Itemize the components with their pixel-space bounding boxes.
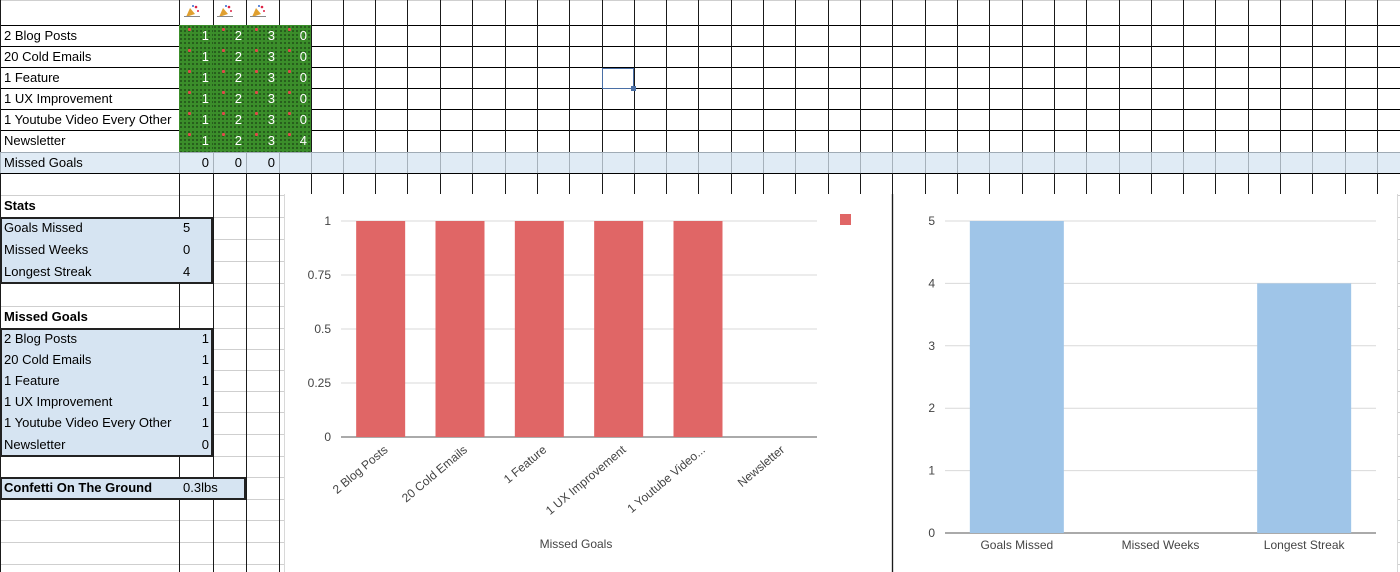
week-cell[interactable]: 2: [213, 25, 246, 46]
missed-goals-row-value[interactable]: 0: [201, 155, 209, 170]
stats-title: Stats: [4, 198, 36, 213]
y-tick-label: 0.25: [308, 376, 332, 390]
missed-goals-label[interactable]: 1 Feature: [0, 370, 179, 391]
stats-label[interactable]: Missed Weeks: [0, 239, 179, 261]
party-popper-icon: [184, 5, 200, 17]
bar[interactable]: [594, 221, 644, 437]
x-tick-label: Longest Streak: [1264, 538, 1346, 552]
goal-label[interactable]: Newsletter: [4, 133, 66, 148]
missed-goals-label[interactable]: 1 UX Improvement: [0, 391, 179, 412]
missed-goals-label[interactable]: Newsletter: [0, 434, 179, 456]
missed-goals-chart-svg: 0 0.25 0.5 0.75 1 2 Blog Posts 20 Cold Emails 1…: [308, 214, 851, 551]
y-tick-label: 0: [928, 526, 935, 540]
x-tick-label: Goals Missed: [980, 538, 1053, 552]
week-cell[interactable]: 0: [279, 46, 311, 67]
week-cell[interactable]: 1: [179, 46, 213, 67]
week-cell[interactable]: 3: [246, 130, 279, 152]
x-tick-label: Missed Weeks: [1122, 538, 1200, 552]
goal-label[interactable]: 1 UX Improvement: [4, 91, 113, 106]
missed-goals-label[interactable]: 2 Blog Posts: [0, 328, 179, 349]
missed-goals-value[interactable]: 0: [179, 434, 213, 456]
fill-handle[interactable]: [631, 86, 636, 91]
x-tick-label: 1 UX Improvement: [543, 442, 629, 517]
missed-goals-row-value[interactable]: 0: [267, 155, 275, 170]
week-cell[interactable]: 4: [279, 130, 311, 152]
stats-chart-svg: 0 1 2 3 4 5 Goals Missed Missed Weeks Longest St…: [928, 214, 1376, 552]
bar[interactable]: [969, 221, 1064, 533]
week-cell[interactable]: 3: [246, 25, 279, 46]
y-tick-label: 0: [324, 430, 331, 444]
missed-goals-row-label[interactable]: Missed Goals: [4, 155, 83, 170]
x-tick-label: 2 Blog Posts: [330, 443, 391, 497]
y-tick-label: 5: [928, 214, 935, 228]
week-cell[interactable]: 1: [179, 109, 213, 130]
stats-label[interactable]: Longest Streak: [0, 261, 179, 283]
week-cell[interactable]: 2: [213, 46, 246, 67]
missed-goals-value[interactable]: 1: [179, 412, 213, 434]
bar[interactable]: [1257, 283, 1352, 533]
missed-goals-label[interactable]: 20 Cold Emails: [0, 349, 179, 370]
party-popper-icon: [250, 5, 266, 17]
goal-label[interactable]: 20 Cold Emails: [4, 49, 92, 64]
week-cell[interactable]: 3: [246, 88, 279, 109]
y-tick-label: 0.75: [308, 268, 332, 282]
week-cell[interactable]: 2: [213, 109, 246, 130]
legend-swatch: [840, 214, 851, 225]
week-cell[interactable]: 3: [246, 109, 279, 130]
bar[interactable]: [356, 221, 406, 437]
missed-goals-label[interactable]: 1 Youtube Video Every Other: [0, 412, 179, 434]
week-cell[interactable]: 1: [179, 67, 213, 88]
bar[interactable]: [673, 221, 723, 437]
week-cell[interactable]: 3: [246, 67, 279, 88]
x-axis-title: Missed Goals: [540, 537, 613, 551]
party-popper-icon: [217, 5, 233, 17]
goal-label[interactable]: 1 Feature: [4, 70, 60, 85]
week-cell[interactable]: 1: [179, 25, 213, 46]
week-cell[interactable]: 0: [279, 25, 311, 46]
week-cell[interactable]: 2: [213, 130, 246, 152]
x-tick-label: 1 Feature: [501, 442, 550, 486]
bar[interactable]: [514, 221, 564, 437]
stats-value[interactable]: 0: [179, 239, 213, 261]
week-cell[interactable]: 3: [246, 46, 279, 67]
goal-label[interactable]: 2 Blog Posts: [4, 28, 77, 43]
bar[interactable]: [435, 221, 485, 437]
missed-goals-value[interactable]: 1: [179, 328, 213, 349]
week-cell[interactable]: 2: [213, 67, 246, 88]
missed-goals-title: Missed Goals: [4, 309, 88, 324]
x-tick-label: 1 Youtube Video...: [624, 443, 707, 516]
y-tick-label: 0.5: [314, 322, 331, 336]
y-tick-label: 3: [928, 339, 935, 353]
confetti-label[interactable]: Confetti On The Ground: [0, 477, 179, 499]
week-cell[interactable]: 1: [179, 88, 213, 109]
missed-goals-chart[interactable]: 0 0.25 0.5 0.75 1 2 Blog Posts 20 Cold Emails 1…: [284, 194, 892, 572]
week-cell[interactable]: 0: [279, 109, 311, 130]
missed-goals-value[interactable]: 1: [179, 391, 213, 412]
y-tick-label: 2: [928, 401, 935, 415]
stats-value[interactable]: 5: [179, 217, 213, 239]
y-tick-label: 4: [928, 276, 935, 290]
week-cell[interactable]: 1: [179, 130, 213, 152]
confetti-value[interactable]: 0.3lbs: [179, 477, 246, 499]
stats-chart[interactable]: 0 1 2 3 4 5 Goals Missed Missed Weeks Longest St…: [893, 194, 1398, 572]
y-tick-label: 1: [324, 214, 331, 228]
x-tick-label: 20 Cold Emails: [399, 443, 470, 506]
missed-goals-value[interactable]: 1: [179, 349, 213, 370]
y-tick-label: 1: [928, 464, 935, 478]
stats-label[interactable]: Goals Missed: [0, 217, 179, 239]
stats-value[interactable]: 4: [179, 261, 213, 283]
goal-label[interactable]: 1 Youtube Video Every Other: [4, 112, 172, 127]
week-cell[interactable]: 2: [213, 88, 246, 109]
missed-goals-value[interactable]: 1: [179, 370, 213, 391]
week-cell[interactable]: 0: [279, 88, 311, 109]
selected-cell[interactable]: [602, 68, 634, 89]
missed-goals-row: [0, 152, 1400, 173]
week-cell[interactable]: 0: [279, 67, 311, 88]
x-tick-label: Newsletter: [735, 443, 787, 490]
missed-goals-row-value[interactable]: 0: [234, 155, 242, 170]
